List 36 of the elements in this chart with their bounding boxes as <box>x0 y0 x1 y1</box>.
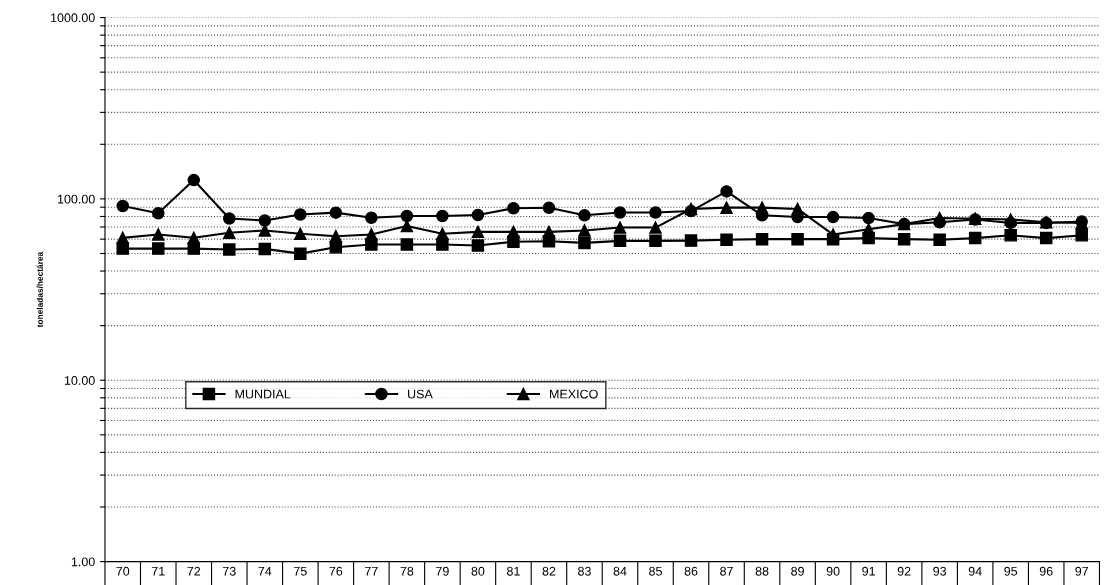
x-tick-label: 75 <box>294 566 307 576</box>
legend-label: USA <box>408 389 433 399</box>
x-tick-label: 73 <box>222 566 236 576</box>
x-tick-label: 91 <box>862 566 875 576</box>
x-tick-label: 86 <box>684 566 698 576</box>
y-tick-label: 100.00 <box>57 194 95 204</box>
x-tick-label: 90 <box>826 566 840 576</box>
x-tick-label: 84 <box>613 566 627 576</box>
x-tick-label: 76 <box>329 566 343 576</box>
x-tick-label: 85 <box>649 566 662 576</box>
x-tick-label: 77 <box>365 566 378 576</box>
x-tick-label: 72 <box>187 566 201 576</box>
y-axis-title: toneladas/hectárea <box>36 251 43 328</box>
x-tick-label: 80 <box>471 566 485 576</box>
x-tick-label: 82 <box>542 566 556 576</box>
x-tick-label: 96 <box>1039 566 1053 576</box>
y-tick-label: 1.00 <box>71 557 95 567</box>
legend-label: MUNDIAL <box>235 389 291 399</box>
x-tick-label: 93 <box>933 566 947 576</box>
x-tick-label: 87 <box>720 566 733 576</box>
x-tick-label: 78 <box>400 566 414 576</box>
y-tick-label: 10.00 <box>64 376 95 385</box>
x-tick-label: 94 <box>968 566 982 576</box>
legend-label: MEXICO <box>550 389 598 399</box>
x-tick-label: 74 <box>258 566 272 576</box>
x-tick-label: 83 <box>578 566 591 576</box>
x-tick-label: 97 <box>1075 566 1089 576</box>
x-tick-label: 79 <box>436 566 449 576</box>
x-tick-label: 70 <box>116 566 130 576</box>
x-tick-label: 71 <box>151 566 165 576</box>
x-tick-label: 89 <box>791 566 804 576</box>
x-tick-label: 95 <box>1004 566 1018 576</box>
y-tick-label: 1000.00 <box>51 13 95 23</box>
x-tick-label: 88 <box>755 566 769 576</box>
x-tick-label: 92 <box>897 566 911 576</box>
x-tick-label: 81 <box>507 566 520 576</box>
